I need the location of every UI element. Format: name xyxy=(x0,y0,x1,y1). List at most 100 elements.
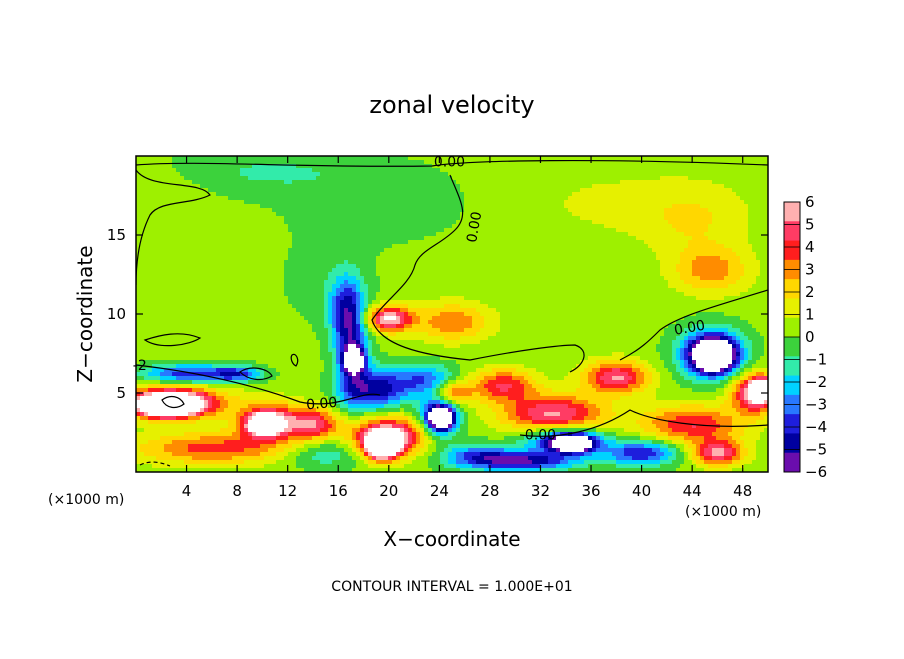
heatmap-cell xyxy=(308,436,313,441)
heatmap-cell xyxy=(256,332,261,337)
heatmap-cell xyxy=(220,232,225,237)
heatmap-cell xyxy=(244,184,249,189)
heatmap-cell xyxy=(196,380,201,385)
heatmap-cell xyxy=(276,388,281,393)
heatmap-cell xyxy=(232,256,237,261)
heatmap-cell xyxy=(200,288,205,293)
heatmap-cell xyxy=(344,172,349,177)
heatmap-cell xyxy=(276,172,281,177)
heatmap-cell xyxy=(284,272,289,277)
heatmap-cell xyxy=(280,176,285,181)
heatmap-cell xyxy=(336,208,341,213)
heatmap-cell xyxy=(284,164,289,169)
heatmap-cell xyxy=(312,324,317,329)
heatmap-cell xyxy=(336,232,341,237)
heatmap-cell xyxy=(236,364,241,369)
heatmap-cell xyxy=(196,352,201,357)
heatmap-cell xyxy=(368,364,373,369)
heatmap-cell xyxy=(224,200,229,205)
heatmap-cell xyxy=(280,280,285,285)
heatmap-cell xyxy=(288,188,293,193)
heatmap-cell xyxy=(344,268,349,273)
heatmap-cell xyxy=(308,276,313,281)
heatmap-cell xyxy=(288,336,293,341)
heatmap-cell xyxy=(332,160,337,165)
heatmap-cell xyxy=(288,216,293,221)
heatmap-cell xyxy=(368,340,373,345)
heatmap-cell xyxy=(380,328,385,333)
heatmap-cell xyxy=(332,396,337,401)
heatmap-cell xyxy=(288,260,293,265)
heatmap-cell xyxy=(168,404,173,409)
heatmap-cell xyxy=(360,400,365,405)
heatmap-cell xyxy=(320,300,325,305)
heatmap-cell xyxy=(360,408,365,413)
heatmap-cell xyxy=(252,376,257,381)
heatmap-cell xyxy=(328,192,333,197)
heatmap-cell xyxy=(348,212,353,217)
heatmap-cell xyxy=(228,212,233,217)
heatmap-cell xyxy=(164,376,169,381)
heatmap-cell xyxy=(188,280,193,285)
heatmap-cell xyxy=(288,372,293,377)
heatmap-cell xyxy=(364,256,369,261)
heatmap-cell xyxy=(272,336,277,341)
heatmap-cell xyxy=(348,432,353,437)
heatmap-cell xyxy=(340,284,345,289)
heatmap-cell xyxy=(192,460,197,465)
heatmap-cell xyxy=(248,432,253,437)
heatmap-cell xyxy=(196,180,201,185)
heatmap-cell xyxy=(364,468,369,472)
heatmap-cell xyxy=(180,204,185,209)
heatmap-cell xyxy=(352,212,357,217)
heatmap-cell xyxy=(136,452,141,457)
heatmap-cell xyxy=(344,300,349,305)
heatmap-cell xyxy=(264,360,269,365)
heatmap-cell xyxy=(316,456,321,461)
heatmap-cell xyxy=(328,264,333,269)
heatmap-cell xyxy=(368,200,373,205)
heatmap-cell xyxy=(256,440,261,445)
heatmap-cell xyxy=(336,256,341,261)
heatmap-cell xyxy=(252,384,257,389)
heatmap-cell xyxy=(152,396,157,401)
heatmap-cell xyxy=(188,304,193,309)
heatmap-cell xyxy=(288,192,293,197)
heatmap-cell xyxy=(244,260,249,265)
heatmap-cell xyxy=(272,384,277,389)
heatmap-cell xyxy=(224,232,229,237)
heatmap-cell xyxy=(340,288,345,293)
heatmap-cell xyxy=(204,400,209,405)
heatmap-cell xyxy=(176,196,181,201)
heatmap-cell xyxy=(336,240,341,245)
heatmap-cell xyxy=(136,464,141,469)
heatmap-cell xyxy=(360,308,365,313)
heatmap-cell xyxy=(180,412,185,417)
heatmap-cell xyxy=(332,344,337,349)
heatmap-cell xyxy=(380,460,385,465)
heatmap-cell xyxy=(196,172,201,177)
heatmap-cell xyxy=(356,304,361,309)
heatmap-cell xyxy=(156,340,161,345)
heatmap-cell xyxy=(284,196,289,201)
heatmap-cell xyxy=(144,188,149,193)
heatmap-cell xyxy=(324,212,329,217)
heatmap-cell xyxy=(332,340,337,345)
heatmap-cell xyxy=(288,352,293,357)
heatmap-cell xyxy=(300,308,305,313)
heatmap-cell xyxy=(232,464,237,469)
heatmap-cell xyxy=(160,420,165,425)
heatmap-cell xyxy=(156,184,161,189)
heatmap-cell xyxy=(140,260,145,265)
heatmap-cell xyxy=(184,428,189,433)
heatmap-cell xyxy=(348,388,353,393)
heatmap-cell xyxy=(204,392,209,397)
heatmap-cell xyxy=(136,188,141,193)
heatmap-cell xyxy=(356,328,361,333)
heatmap-cell xyxy=(212,316,217,321)
heatmap-cell xyxy=(296,396,301,401)
heatmap-cell xyxy=(316,260,321,265)
heatmap-cell xyxy=(136,420,141,425)
heatmap-cell xyxy=(204,372,209,377)
heatmap-cell xyxy=(216,196,221,201)
